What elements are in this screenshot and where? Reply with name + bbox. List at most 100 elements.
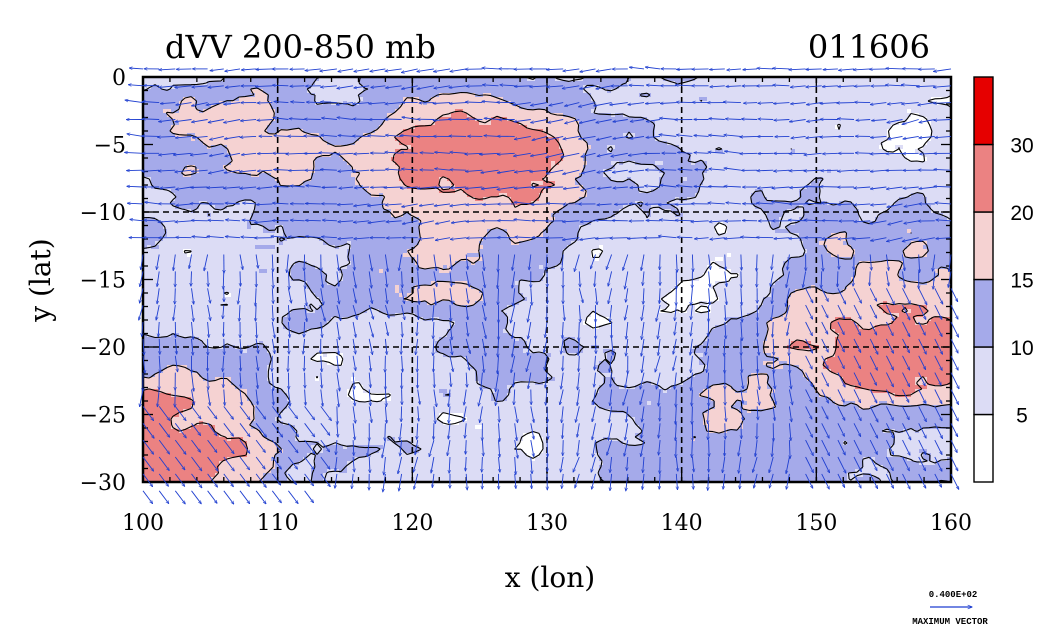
contour-cell [183,373,188,378]
contour-cell [279,461,284,466]
contour-cell [167,325,172,330]
contour-cell [183,229,188,234]
contour-cell [219,261,224,266]
contour-cell [151,137,156,142]
contour-cell [291,457,296,462]
contour-cell [319,453,324,458]
contour-cell [199,221,204,226]
contour-cell [191,77,196,82]
contour-cell [291,377,296,382]
contour-cell [303,97,308,102]
contour-cell [335,453,340,458]
contour-cell [323,353,328,358]
contour-cell [223,441,228,446]
contour-cell [299,129,304,134]
contour-cell [319,185,324,190]
contour-cell [223,293,228,298]
contour-cell [291,121,296,126]
contour-cell [299,289,304,294]
contour-cell [319,461,324,466]
contour-cell [191,137,196,142]
contour-cell [275,453,280,458]
contour-cell [287,385,292,390]
contour-cell [167,437,172,442]
contour-cell [259,345,264,350]
contour-cell [267,461,272,466]
contour-cell [251,317,256,322]
contour-cell [263,277,268,282]
contour-cell [267,305,272,310]
contour-cell [315,425,320,430]
contour-cell [199,409,204,414]
contour-cell [291,289,296,294]
contour-cell [303,221,308,226]
contour-cell [219,93,224,98]
contour-cell [171,269,176,274]
contour-cell [319,153,324,158]
contour-cell [143,253,148,258]
contour-cell [291,381,296,386]
contour-cell [323,233,328,238]
contour-cell [199,281,204,286]
contour-cell [199,269,204,274]
contour-cell [235,297,240,302]
contour-cell [219,213,224,218]
contour-cell [143,317,148,322]
contour-cell [259,117,264,122]
contour-cell [195,133,200,138]
contour-cell [163,389,168,394]
contour-cell [279,229,284,234]
contour-cell [279,429,284,434]
contour-cell [167,125,172,130]
contour-cell [299,461,304,466]
contour-cell [315,189,320,194]
contour-cell [203,309,208,314]
contour-cell [267,197,272,202]
contour-cell [327,249,332,254]
contour-cell [159,177,164,182]
contour-cell [215,245,220,250]
contour-cell [147,325,152,330]
contour-cell [167,397,172,402]
contour-cell [215,361,220,366]
contour-cell [175,233,180,238]
contour-cell [243,101,248,106]
contour-cell [195,137,200,142]
contour-cell [259,473,264,478]
contour-cell [163,405,168,410]
contour-cell [295,309,300,314]
contour-cell [207,141,212,146]
contour-cell [207,461,212,466]
contour-cell [311,145,316,150]
contour-cell [231,273,236,278]
contour-cell [219,77,224,82]
contour-cell [235,141,240,146]
contour-cell [163,241,168,246]
contour-cell [335,353,340,358]
contour-cell [283,361,288,366]
contour-cell [291,321,296,326]
contour-cell [295,121,300,126]
contour-cell [239,241,244,246]
contour-cell [319,317,324,322]
contour-cell [335,461,340,466]
contour-cell [155,149,160,154]
contour-cell [251,421,256,426]
contour-cell [303,253,308,258]
contour-cell [307,369,312,374]
contour-cell [303,409,308,414]
contour-cell [315,237,320,242]
contour-cell [187,329,192,334]
contour-cell [191,225,196,230]
contour-cell [291,265,296,270]
contour-cell [335,145,340,150]
contour-cell [207,469,212,474]
contour-cell [195,461,200,466]
contour-cell [303,357,308,362]
contour-cell [183,289,188,294]
contour-cell [267,373,272,378]
contour-cell [259,125,264,130]
contour-cell [239,221,244,226]
contour-cell [219,153,224,158]
contour-cell [247,129,252,134]
